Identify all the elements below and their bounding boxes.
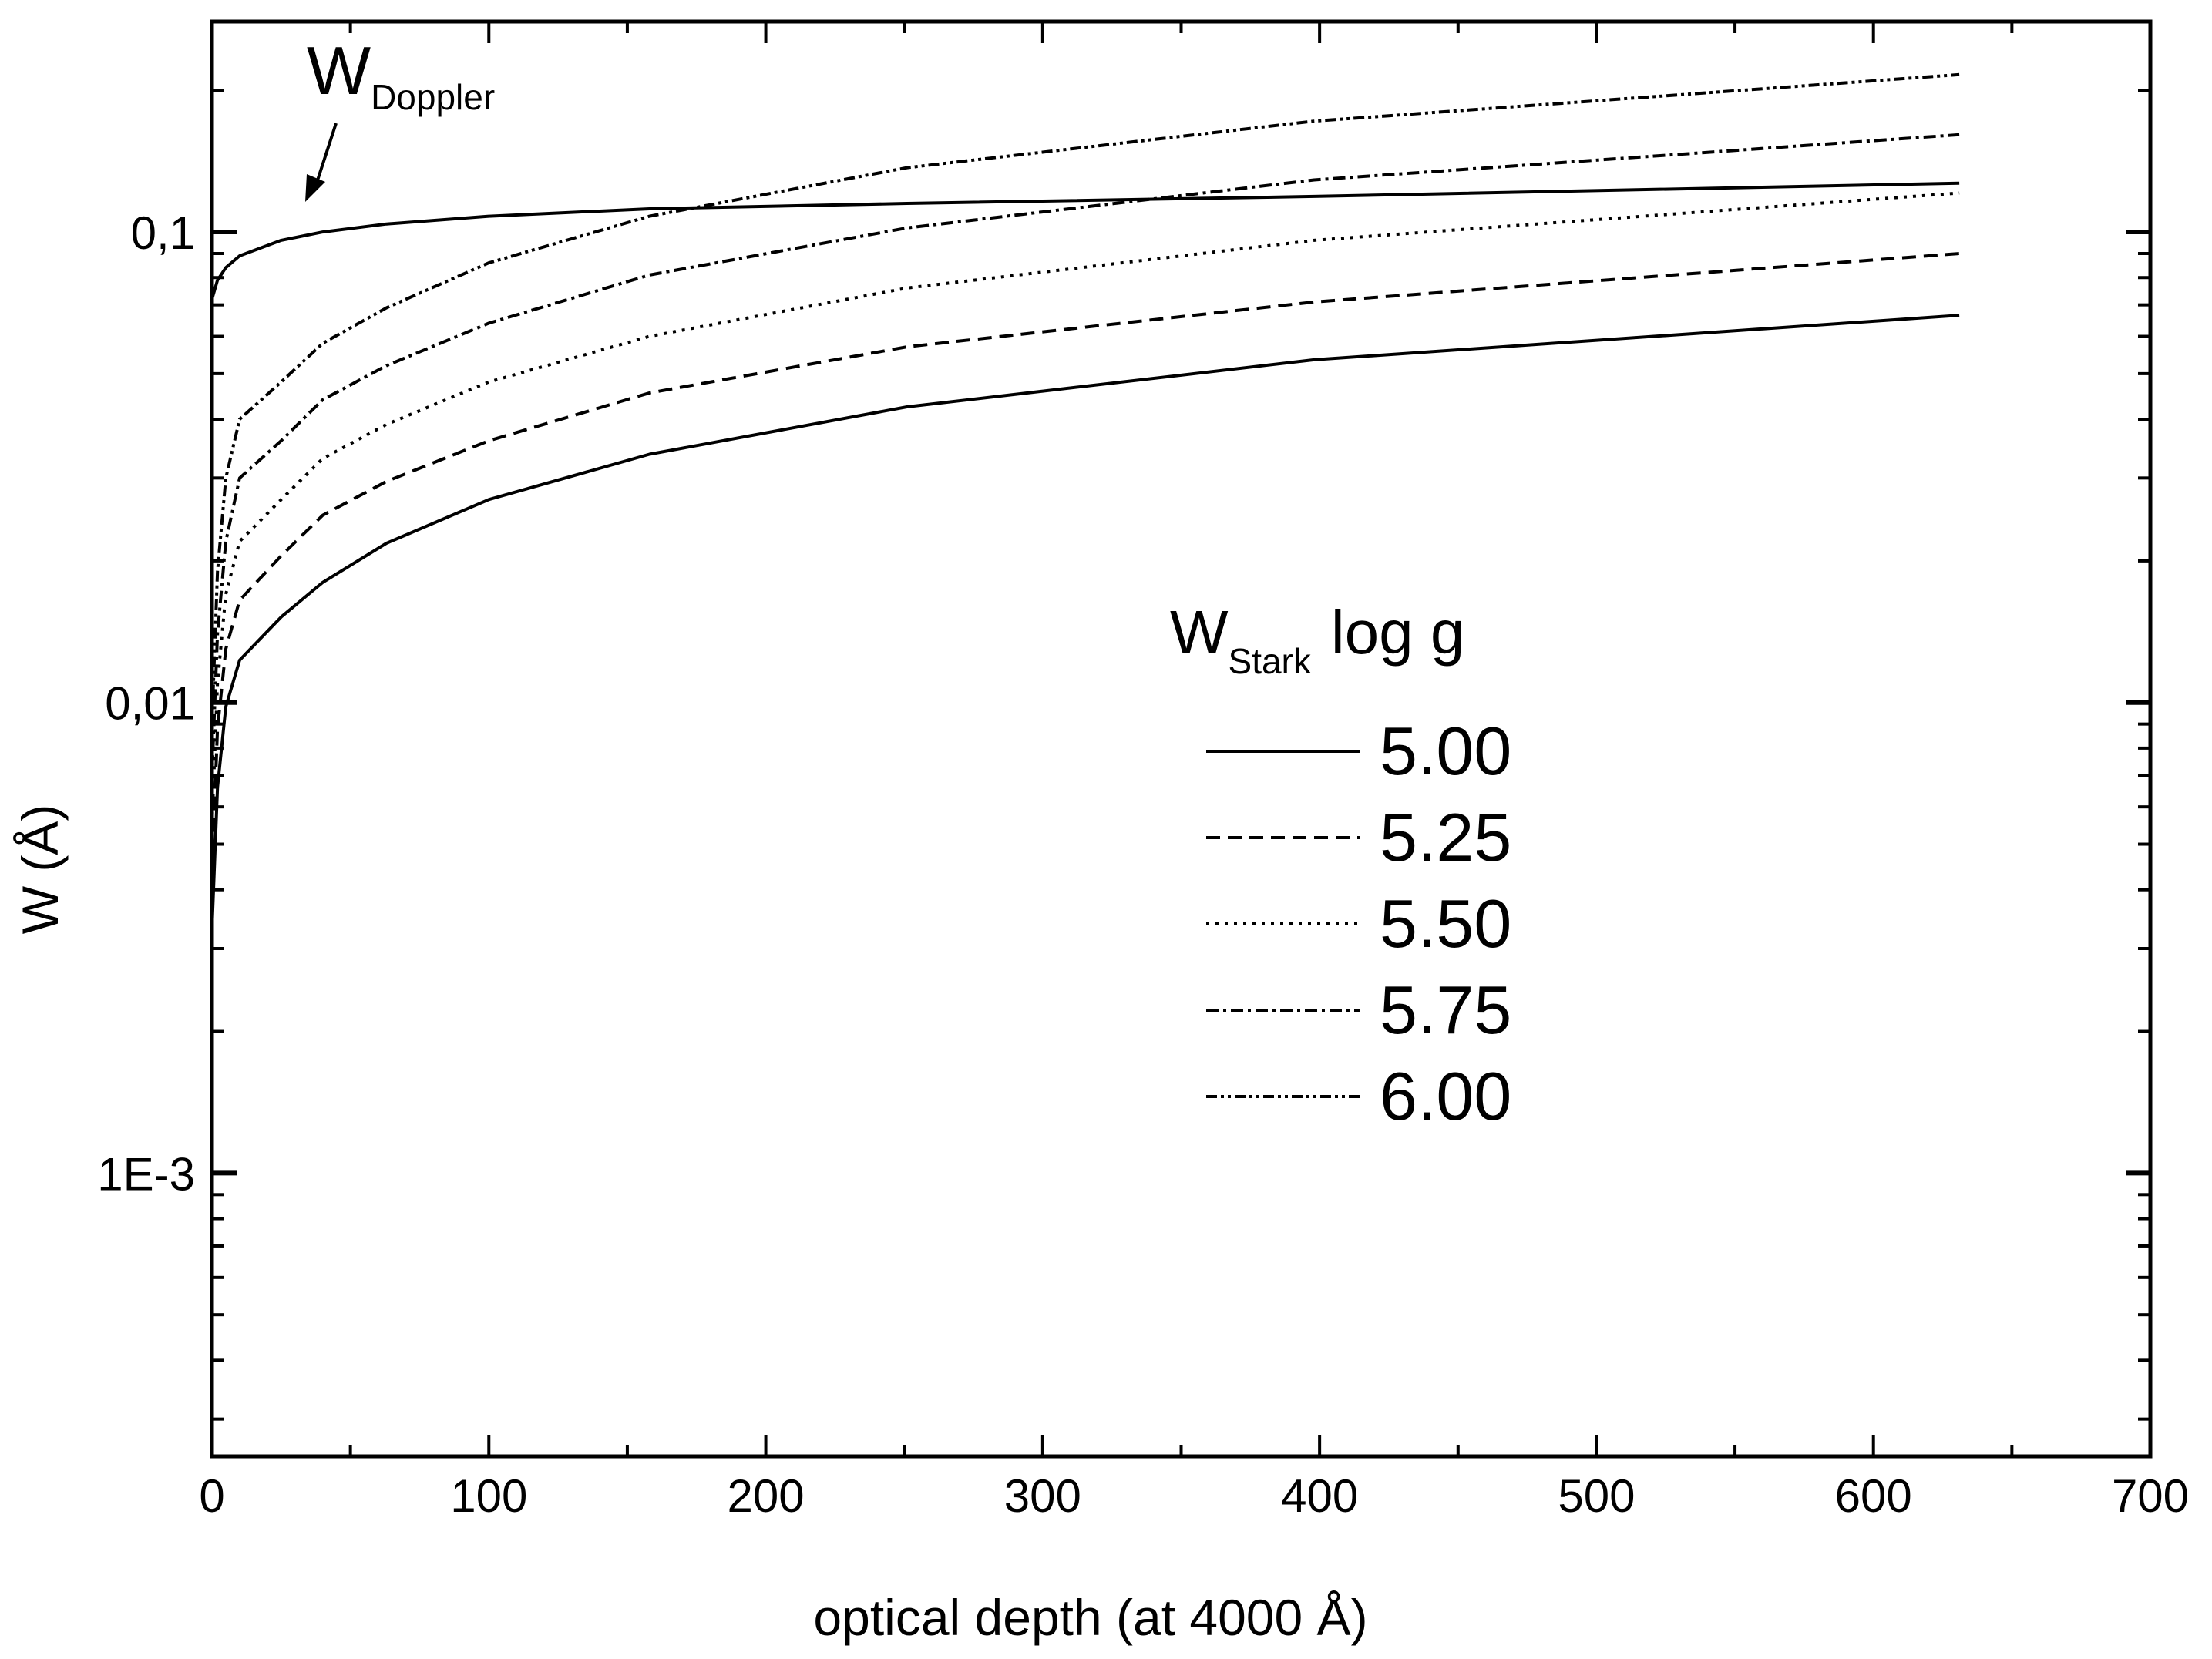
- legend-title-main: W: [1170, 598, 1229, 667]
- x-tick-label: 400: [1281, 1470, 1358, 1522]
- x-tick-label: 200: [728, 1470, 805, 1522]
- series-line-0: [210, 181, 1960, 300]
- legend-title: WStark log g: [1170, 598, 1464, 681]
- x-axis-title: optical depth (at 4000 Å): [813, 1589, 1367, 1646]
- legend-label-3: 5.75: [1380, 972, 1511, 1048]
- legend-label-0: 5.00: [1380, 713, 1511, 789]
- plot-frame: [210, 19, 2153, 1459]
- x-tick-label: 100: [450, 1470, 527, 1522]
- legend-label-2: 5.50: [1380, 885, 1511, 962]
- x-tick-label: 500: [1558, 1470, 1635, 1522]
- x-tick-label: 0: [199, 1470, 224, 1522]
- series-line-1: [210, 314, 1960, 929]
- y-tick-label: 0,1: [131, 207, 195, 259]
- x-tick-label: 700: [2112, 1470, 2189, 1522]
- doppler-annotation-main: W: [307, 32, 371, 109]
- y-tick-label: 0,01: [105, 678, 195, 730]
- legend-title-sub: Stark: [1229, 641, 1312, 681]
- y-axis-title: W (Å): [12, 804, 69, 935]
- doppler-annotation: WDoppler: [307, 32, 495, 117]
- doppler-annotation-sub: Doppler: [371, 77, 495, 117]
- y-tick-label: 1E-3: [97, 1148, 195, 1200]
- legend-items: 5.00 5.25 5.50 5.75 6.00: [1206, 713, 1511, 1134]
- series-line-3: [210, 191, 1960, 825]
- axis-ticks: 0 100 200 300 400 500 600 700 1E-3 0,01 0,1: [97, 22, 2189, 1522]
- doppler-annotation-arrow: [314, 123, 338, 186]
- legend-label-4: 6.00: [1380, 1058, 1511, 1134]
- series-line-5: [210, 72, 1960, 724]
- x-tick-label: 600: [1835, 1470, 1912, 1522]
- series-layer: [210, 72, 1960, 929]
- series-line-4: [210, 133, 1960, 776]
- x-tick-label: 300: [1004, 1470, 1081, 1522]
- legend: WStark log g 5.00 5.25 5.50 5.75 6.00: [1170, 598, 1511, 1134]
- legend-title-extra: log g: [1331, 598, 1464, 667]
- doppler-annotation-arrowhead: [305, 174, 325, 202]
- series-line-2: [210, 252, 1960, 875]
- legend-label-1: 5.25: [1380, 799, 1511, 875]
